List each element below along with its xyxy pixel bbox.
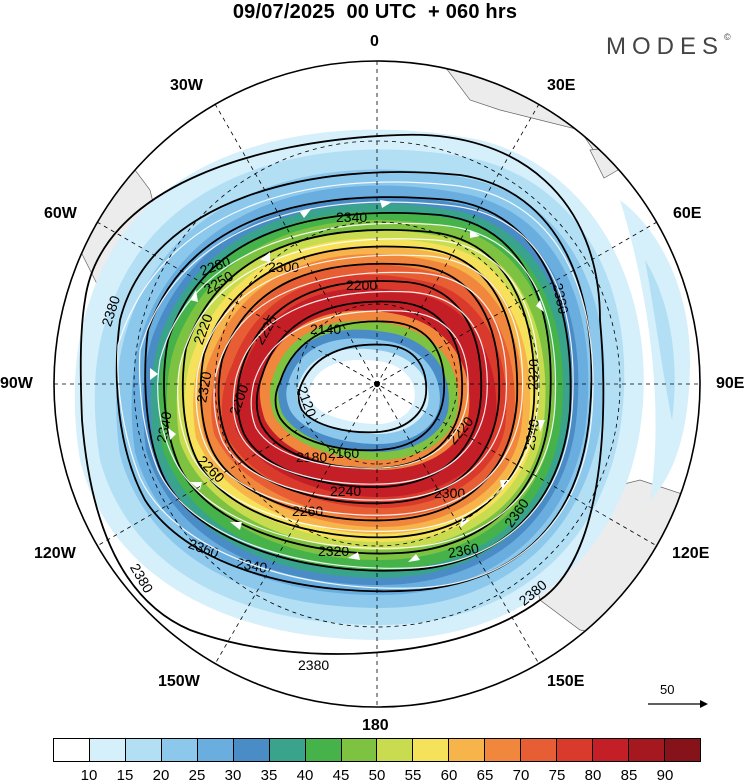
- land-madagascar: [589, 147, 619, 179]
- colorbar-swatch: [197, 739, 234, 761]
- reference-vector-label: 50: [660, 682, 675, 697]
- meridian-label-120w: 120W: [34, 545, 76, 562]
- colorbar-swatch: [125, 739, 162, 761]
- colorbar-tick-label: 60: [440, 767, 458, 784]
- colorbar-swatch: [485, 739, 522, 761]
- meridian-label-30w: 30W: [170, 77, 203, 94]
- colorbar-tick-label: 15: [116, 767, 134, 784]
- colorbar-tick-label: 90: [656, 767, 674, 784]
- colorbar-tick-label: 30: [224, 767, 242, 784]
- colorbar-tick-label: 80: [584, 767, 602, 784]
- colorbar-tick-label: 70: [512, 767, 530, 784]
- colorbar-swatch: [629, 739, 665, 761]
- copyright-mark: ©: [724, 32, 731, 42]
- contour-label: 2140: [310, 321, 341, 337]
- colorbar-swatch: [305, 739, 342, 761]
- colorbar-tick-label: 55: [404, 767, 422, 784]
- colorbar-tick-label: 65: [476, 767, 494, 784]
- colorbar-tick-label: 75: [548, 767, 566, 784]
- polar-map: 2380 2380 2380 2380 2380 2360 2360 2360 …: [53, 60, 701, 708]
- contour-label: 2340: [336, 209, 367, 225]
- meridian-label-150w: 150W: [158, 673, 200, 690]
- contour-label: 2240: [330, 483, 361, 499]
- meridian-label-120e: 120E: [672, 545, 710, 562]
- contour-label: 2320: [525, 358, 542, 390]
- colorbar-tick-label: 10: [80, 767, 98, 784]
- meridian-label-60e: 60E: [673, 205, 702, 222]
- meridian-label-30e: 30E: [547, 77, 576, 94]
- colorbar-swatch: [413, 739, 450, 761]
- contour-label: 2340: [521, 418, 542, 452]
- brand-text: MODES: [606, 33, 725, 60]
- colorbar-tick-label: 45: [332, 767, 350, 784]
- reference-vector-arrow: [648, 700, 708, 708]
- colorbar-swatch: [341, 739, 378, 761]
- colorbar-tick-label: 35: [260, 767, 278, 784]
- colorbar-tick-label: 40: [296, 767, 314, 784]
- colorbar-tick-label: 25: [188, 767, 206, 784]
- colorbar-swatch: [557, 739, 594, 761]
- colorbar: [53, 738, 701, 762]
- colorbar-swatch: [233, 739, 270, 761]
- height-contours: [79, 133, 605, 655]
- meridian-label-90e: 90E: [716, 375, 745, 392]
- contour-label: 2200: [346, 277, 377, 293]
- outer-wind-patches: [620, 200, 690, 500]
- pole-marker: [374, 381, 380, 387]
- colorbar-swatch: [161, 739, 198, 761]
- colorbar-tick-label: 20: [152, 767, 170, 784]
- colorbar-tick-label: 85: [620, 767, 638, 784]
- colorbar-swatch: [54, 739, 90, 761]
- contour-label: 2300: [268, 259, 299, 275]
- wind-streamlines: [117, 181, 594, 589]
- colorbar-swatch: [89, 739, 126, 761]
- contour-label: 2320: [193, 370, 214, 404]
- meridian-label-0: 0: [370, 33, 379, 50]
- brand-logo: MODES©: [606, 32, 731, 61]
- wind-speed-shading: [74, 129, 644, 640]
- colorbar-swatch: [269, 739, 306, 761]
- map-title: 09/07/2025 00 UTC + 060 hrs: [232, 1, 518, 23]
- colorbar-tick-label: 50: [368, 767, 386, 784]
- colorbar-swatch: [664, 739, 700, 761]
- contour-label: 2380: [550, 282, 572, 316]
- colorbar-swatch: [449, 739, 486, 761]
- contour-label: 2160: [328, 445, 359, 461]
- meridian-label-180: 180: [362, 717, 389, 734]
- contour-label: 2300: [434, 485, 465, 501]
- colorbar-swatch: [593, 739, 629, 761]
- map-boundary: [53, 60, 701, 708]
- meridian-label-150e: 150E: [547, 673, 585, 690]
- contour-label: 2340: [235, 555, 269, 576]
- meridian-label-90w: 90W: [0, 375, 33, 392]
- colorbar-swatch: [521, 739, 558, 761]
- colorbar-swatch: [377, 739, 414, 761]
- meridian-label-60w: 60W: [44, 205, 77, 222]
- streamline-arrowheads: [150, 200, 545, 562]
- contour-label: 2180: [296, 449, 327, 465]
- contour-label: 2380: [298, 657, 329, 673]
